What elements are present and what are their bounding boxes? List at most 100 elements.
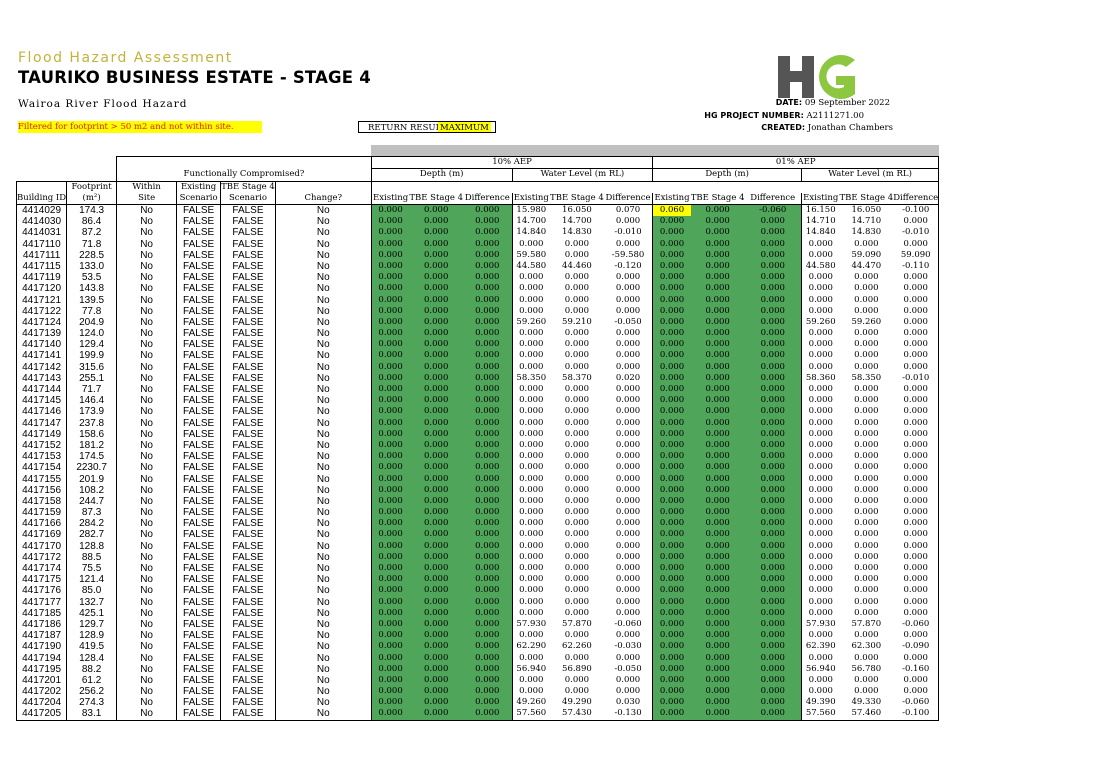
cell-depth10-existing: 0.000 <box>370 630 410 642</box>
cell-wl1-diff: -0.060 <box>893 618 940 631</box>
cell-wl1-tbe: 0.000 <box>854 630 879 641</box>
cell-footprint: 124.0 <box>66 328 117 340</box>
cell-depth10-existing: 0.000 <box>370 551 410 563</box>
cell-footprint: 315.6 <box>66 361 117 373</box>
cell-wl1-existing: 0.000 <box>800 395 840 407</box>
cell-wl10-tbe: 0.000 <box>564 563 590 574</box>
cell-wl10-diff: 0.000 <box>615 652 641 663</box>
cell-depth10-tbe: 0.000 <box>409 260 464 273</box>
cell-existing-scenario: FALSE <box>176 574 221 586</box>
cell-depth1-existing: 0.000 <box>652 630 691 642</box>
cell-wl1-diff: 0.000 <box>893 652 940 664</box>
cell-existing-scenario: FALSE <box>176 204 221 217</box>
cell-wl10-existing: 57.560 <box>511 708 551 721</box>
cell-depth1-diff: 0.000 <box>744 674 802 686</box>
cell-depth1-diff: 0.000 <box>744 216 802 228</box>
cell-depth1-tbe: 0.000 <box>690 663 745 675</box>
cell-wl1-diff: 0.000 <box>893 686 940 698</box>
cell-depth10-tbe: 0.000 <box>409 395 464 407</box>
cell-existing-scenario: FALSE <box>176 641 221 653</box>
cell-existing-scenario: FALSE <box>176 507 221 519</box>
cell-building-id: 4417176 <box>15 585 67 597</box>
col-change: Change? <box>274 192 372 205</box>
table-row: 4417187 128.9 No FALSE FALSE No 0.000 0.000 0.00… <box>15 630 940 642</box>
cell-wl10-tbe: 0.000 <box>564 395 590 406</box>
cell-footprint: 132.7 <box>66 596 117 608</box>
cell-depth10-diff: 0.000 <box>463 305 513 317</box>
cell-building-id: 4417175 <box>15 574 67 586</box>
cell-wl10-tbe: 0.000 <box>564 518 590 529</box>
cell-wl10-tbe: 62.260 <box>562 641 592 652</box>
cell-wl1-existing: 0.000 <box>800 686 840 698</box>
cell-depth10-tbe: 0.000 <box>409 462 464 474</box>
cell-wl1-tbe: 59.090 <box>851 249 882 260</box>
cell-wl1-tbe: 0.000 <box>854 607 879 618</box>
cell-wl10-existing: 0.000 <box>511 417 551 429</box>
cell-wl1-diff: 0.000 <box>893 238 940 250</box>
cell-within-site: No <box>116 663 177 675</box>
col-1-wl-tbe: TBE Stage 4 <box>839 192 894 205</box>
cell-building-id: 4417156 <box>15 484 67 496</box>
cell-wl1-existing: 0.000 <box>800 428 840 440</box>
cell-wl10-tbe: 0.000 <box>564 350 590 361</box>
cell-wl1-tbe: 0.000 <box>854 529 879 540</box>
cell-tbe-scenario: FALSE <box>220 227 276 239</box>
table-row: 4417169 282.7 No FALSE FALSE No 0.000 0.000 0.00… <box>15 529 940 541</box>
cell-footprint: 256.2 <box>66 686 117 698</box>
cell-wl10-existing: 0.000 <box>511 529 551 541</box>
cell-depth1-existing: 0.000 <box>652 395 691 407</box>
cell-depth10-tbe: 0.000 <box>409 708 464 721</box>
cell-wl10-tbe: 0.000 <box>564 384 590 395</box>
cell-footprint: 87.2 <box>66 227 117 239</box>
cell-depth10-diff: 0.000 <box>463 439 513 452</box>
cell-depth1-diff: 0.000 <box>744 708 802 721</box>
cell-depth1-diff: 0.000 <box>744 227 802 239</box>
cell-depth10-diff: 0.000 <box>463 383 513 396</box>
cell-tbe-scenario: FALSE <box>220 708 276 721</box>
cell-within-site: No <box>116 339 177 351</box>
cell-depth1-tbe: 0.000 <box>690 641 745 653</box>
cell-wl10-diff: -0.060 <box>614 618 642 629</box>
cell-building-id: 4417205 <box>15 708 67 721</box>
cell-wl1-existing: 0.000 <box>800 305 840 317</box>
cell-depth1-diff: 0.000 <box>744 439 802 452</box>
cell-wl10-diff: 0.000 <box>615 495 641 506</box>
cell-wl10-existing: 0.000 <box>511 328 551 340</box>
cell-existing-scenario: FALSE <box>176 406 221 418</box>
cell-depth10-tbe: 0.000 <box>409 305 464 317</box>
cell-depth1-existing: 0.000 <box>652 238 691 250</box>
cell-depth1-tbe: 0.000 <box>690 439 745 452</box>
cell-depth10-tbe: 0.000 <box>409 473 464 485</box>
table-row: 4417119 53.5 No FALSE FALSE No 0.000 0.000 0.000… <box>15 272 940 284</box>
cell-wl10-existing: 0.000 <box>511 305 551 317</box>
cell-wl10-diff: 0.000 <box>615 238 641 249</box>
cell-wl10-diff: -0.030 <box>614 641 642 652</box>
cell-wl10-existing: 0.000 <box>511 484 551 496</box>
cell-depth10-diff: 0.000 <box>463 708 513 721</box>
cell-depth1-tbe: 0.000 <box>690 204 745 217</box>
cell-wl1-existing: 59.260 <box>800 316 840 328</box>
cell-wl10-tbe: 0.000 <box>564 428 590 439</box>
cell-existing-scenario: FALSE <box>176 361 221 373</box>
cell-depth10-diff: 0.000 <box>463 495 513 507</box>
cell-wl1-existing: 0.000 <box>800 383 840 396</box>
cell-wl1-tbe: 57.460 <box>839 708 894 721</box>
cell-wl1-tbe: 0.000 <box>854 574 879 585</box>
cell-existing-scenario: FALSE <box>176 596 221 608</box>
cell-depth1-diff: 0.000 <box>744 630 802 642</box>
cell-depth1-diff: -0.060 <box>744 204 802 217</box>
cell-wl1-tbe: 0.000 <box>854 350 879 361</box>
cell-tbe-scenario: FALSE <box>220 216 276 228</box>
cell-depth10-existing: 0.000 <box>370 216 410 228</box>
cell-wl1-tbe: 0.000 <box>854 339 879 350</box>
cell-wl1-existing: 0.000 <box>800 283 840 295</box>
table-row: 4417174 75.5 No FALSE FALSE No 0.000 0.000 0.000… <box>15 562 940 575</box>
cell-depth10-existing: 0.000 <box>370 451 410 463</box>
cell-tbe-scenario: FALSE <box>220 238 276 250</box>
cell-depth1-diff: 0.000 <box>744 618 802 631</box>
cell-depth10-tbe: 0.000 <box>409 350 464 362</box>
cell-wl1-existing: 0.000 <box>800 294 840 306</box>
cell-depth1-diff: 0.000 <box>744 652 802 664</box>
cell-depth1-tbe: 0.000 <box>690 339 745 351</box>
col-tbe-scenario-top: TBE Stage 4 <box>220 180 276 193</box>
